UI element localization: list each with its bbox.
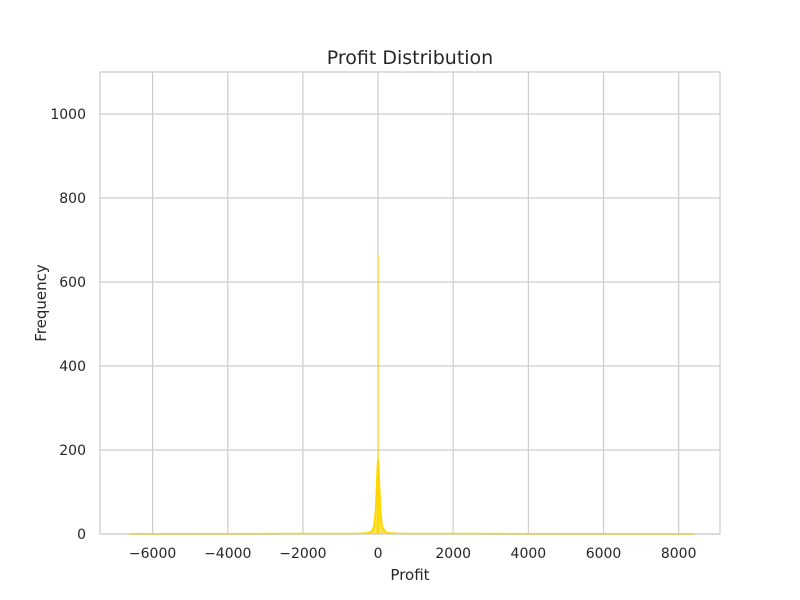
y-axis-ticks: 0 200 400 600 800 1000	[50, 107, 86, 543]
histogram-bars	[129, 254, 694, 535]
x-tick-label: 4000	[511, 546, 547, 562]
grid	[100, 72, 720, 535]
x-tick-label: 0	[374, 546, 383, 562]
x-axis-label: Profit	[390, 566, 429, 584]
y-tick-label: 200	[59, 443, 86, 459]
x-axis-ticks: −6000 −4000 −2000 0 2000 4000 6000 8000	[129, 546, 697, 562]
x-tick-label: 6000	[586, 546, 622, 562]
plot-frame	[99, 71, 721, 535]
y-tick-label: 0	[77, 527, 86, 543]
chart-title: Profit Distribution	[327, 47, 493, 69]
x-tick-label: −2000	[279, 546, 326, 562]
y-tick-label: 800	[59, 191, 86, 207]
y-tick-label: 400	[59, 359, 86, 375]
x-tick-label: −4000	[204, 546, 251, 562]
y-tick-label: 1000	[50, 107, 86, 123]
x-tick-label: 8000	[661, 546, 697, 562]
x-tick-label: −6000	[129, 546, 176, 562]
kde-line	[130, 459, 694, 535]
y-tick-label: 600	[59, 275, 86, 291]
x-tick-label: 2000	[435, 546, 471, 562]
y-axis-label: Frequency	[32, 264, 50, 342]
